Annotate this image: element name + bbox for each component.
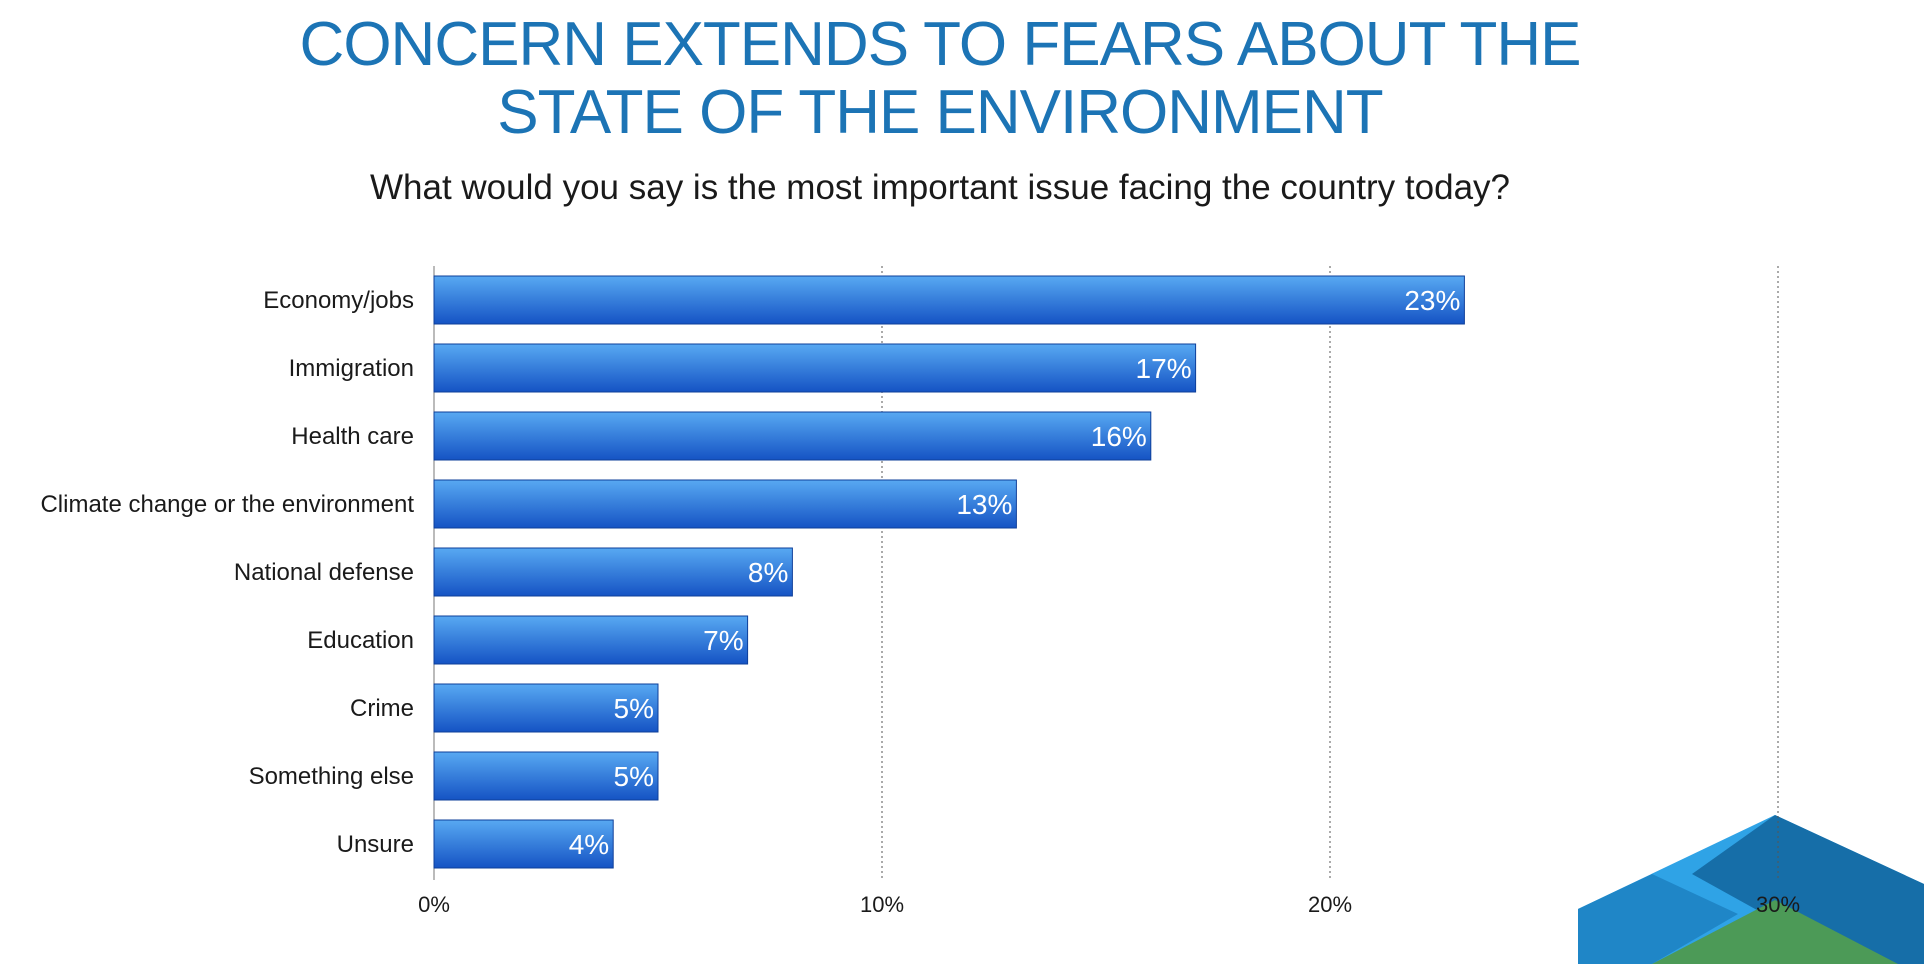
chart-subtitle: What would you say is the most important… xyxy=(369,168,1510,207)
x-tick-label: 0% xyxy=(418,892,450,917)
category-label: Unsure xyxy=(337,831,414,858)
chart-title-line-1: CONCERN EXTENDS TO FEARS ABOUT THE xyxy=(299,10,1582,79)
value-label: 5% xyxy=(614,693,654,724)
bar xyxy=(433,479,1017,529)
value-label: 7% xyxy=(703,625,743,656)
labels: 0% 10% 20% 30% Economy/jobs 23% Immigration 17%… xyxy=(40,285,1800,917)
category-label: Crime xyxy=(350,695,414,722)
category-label: Education xyxy=(307,627,414,654)
value-label: 17% xyxy=(1136,353,1192,384)
bars xyxy=(433,275,1465,869)
bar xyxy=(433,751,659,801)
value-label: 16% xyxy=(1091,421,1147,452)
value-label: 23% xyxy=(1404,285,1460,316)
chart-title-line-2: STATE OF THE ENVIRONMENT xyxy=(497,78,1383,147)
x-tick-label: 20% xyxy=(1308,892,1352,917)
bar xyxy=(433,683,659,733)
value-label: 5% xyxy=(614,761,654,792)
category-label: Immigration xyxy=(289,355,414,382)
category-label: Something else xyxy=(249,763,414,790)
category-label: Health care xyxy=(291,423,414,450)
bar xyxy=(433,411,1152,461)
x-tick-label: 30% xyxy=(1756,892,1800,917)
value-label: 13% xyxy=(956,489,1012,520)
category-label: National defense xyxy=(234,559,414,586)
bar xyxy=(433,343,1197,393)
value-label: 4% xyxy=(569,829,609,860)
category-label: Economy/jobs xyxy=(263,287,414,314)
bar xyxy=(433,275,1465,325)
category-label: Climate change or the environment xyxy=(40,491,414,518)
x-tick-label: 10% xyxy=(860,892,904,917)
bar xyxy=(433,819,614,869)
isometric-cube-logo-icon xyxy=(1578,815,1924,964)
bar xyxy=(433,547,793,597)
bar xyxy=(433,615,749,665)
value-label: 8% xyxy=(748,557,788,588)
